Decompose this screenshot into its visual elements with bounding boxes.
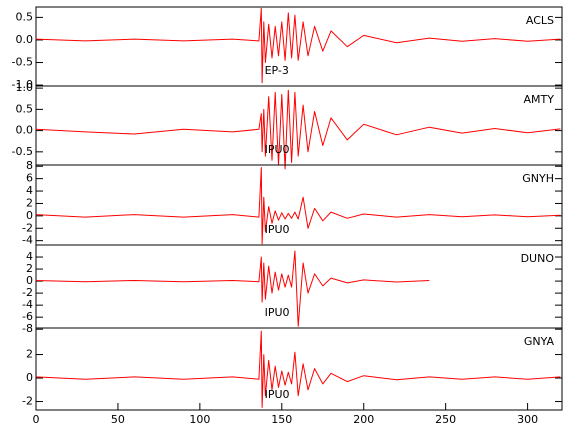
station-label: AMTY xyxy=(524,93,555,106)
phase-annotation: EP-3 xyxy=(265,64,289,77)
y-tick-label: 2 xyxy=(26,196,33,209)
y-tick-label: 0.0 xyxy=(16,33,34,46)
panel-frame xyxy=(35,327,563,411)
y-tick-label: 8 xyxy=(26,159,33,172)
y-tick-label: 1.0 xyxy=(16,81,34,94)
x-tick-label: 50 xyxy=(111,413,125,426)
y-tick-label: -8 xyxy=(22,322,33,335)
x-tick-label: 100 xyxy=(189,413,210,426)
phase-annotation: IPU0 xyxy=(265,306,290,319)
y-tick-label: 0 xyxy=(26,274,33,287)
x-tick-label: 250 xyxy=(435,413,456,426)
y-tick-label: -2 xyxy=(22,221,33,234)
y-tick-label: -4 xyxy=(22,234,33,247)
trace xyxy=(35,167,561,245)
y-tick-label: -4 xyxy=(22,298,33,311)
y-tick-label: -0.5 xyxy=(12,56,33,69)
y-tick-label: 0.0 xyxy=(16,124,34,137)
x-tick-label: 200 xyxy=(353,413,374,426)
panel-frame xyxy=(35,6,563,87)
y-tick-label: -2 xyxy=(22,395,33,408)
y-tick-label: 0 xyxy=(26,209,33,222)
phase-annotation: IPU0 xyxy=(265,143,290,156)
station-label: GNYH xyxy=(522,172,554,185)
phase-annotation: IPU0 xyxy=(265,223,290,236)
y-tick-label: 2 xyxy=(26,348,33,361)
panel-frame xyxy=(35,85,563,166)
y-tick-label: -1.0 xyxy=(12,78,33,91)
y-tick-label: 0 xyxy=(26,371,33,384)
x-tick-label: 0 xyxy=(33,413,40,426)
trace xyxy=(35,7,561,84)
y-tick-label: 6 xyxy=(26,172,33,185)
station-label: ACLS xyxy=(526,14,554,27)
y-tick-label: 2 xyxy=(26,262,33,275)
y-tick-label: 0.5 xyxy=(16,102,34,115)
x-tick-label: 150 xyxy=(271,413,292,426)
y-tick-label: -0.5 xyxy=(12,145,33,158)
station-label: GNYA xyxy=(524,335,555,348)
trace xyxy=(35,250,430,327)
y-tick-label: -2 xyxy=(22,286,33,299)
y-tick-label: -6 xyxy=(22,310,33,323)
y-tick-label: 4 xyxy=(26,184,33,197)
trace xyxy=(35,89,561,170)
x-tick-label: 300 xyxy=(517,413,538,426)
panel-frame xyxy=(35,164,563,246)
station-label: DUNO xyxy=(521,252,555,265)
trace xyxy=(35,330,561,408)
y-tick-label: 0.5 xyxy=(16,10,34,23)
y-tick-label: 4 xyxy=(26,250,33,263)
phase-annotation: IPU0 xyxy=(265,388,290,401)
